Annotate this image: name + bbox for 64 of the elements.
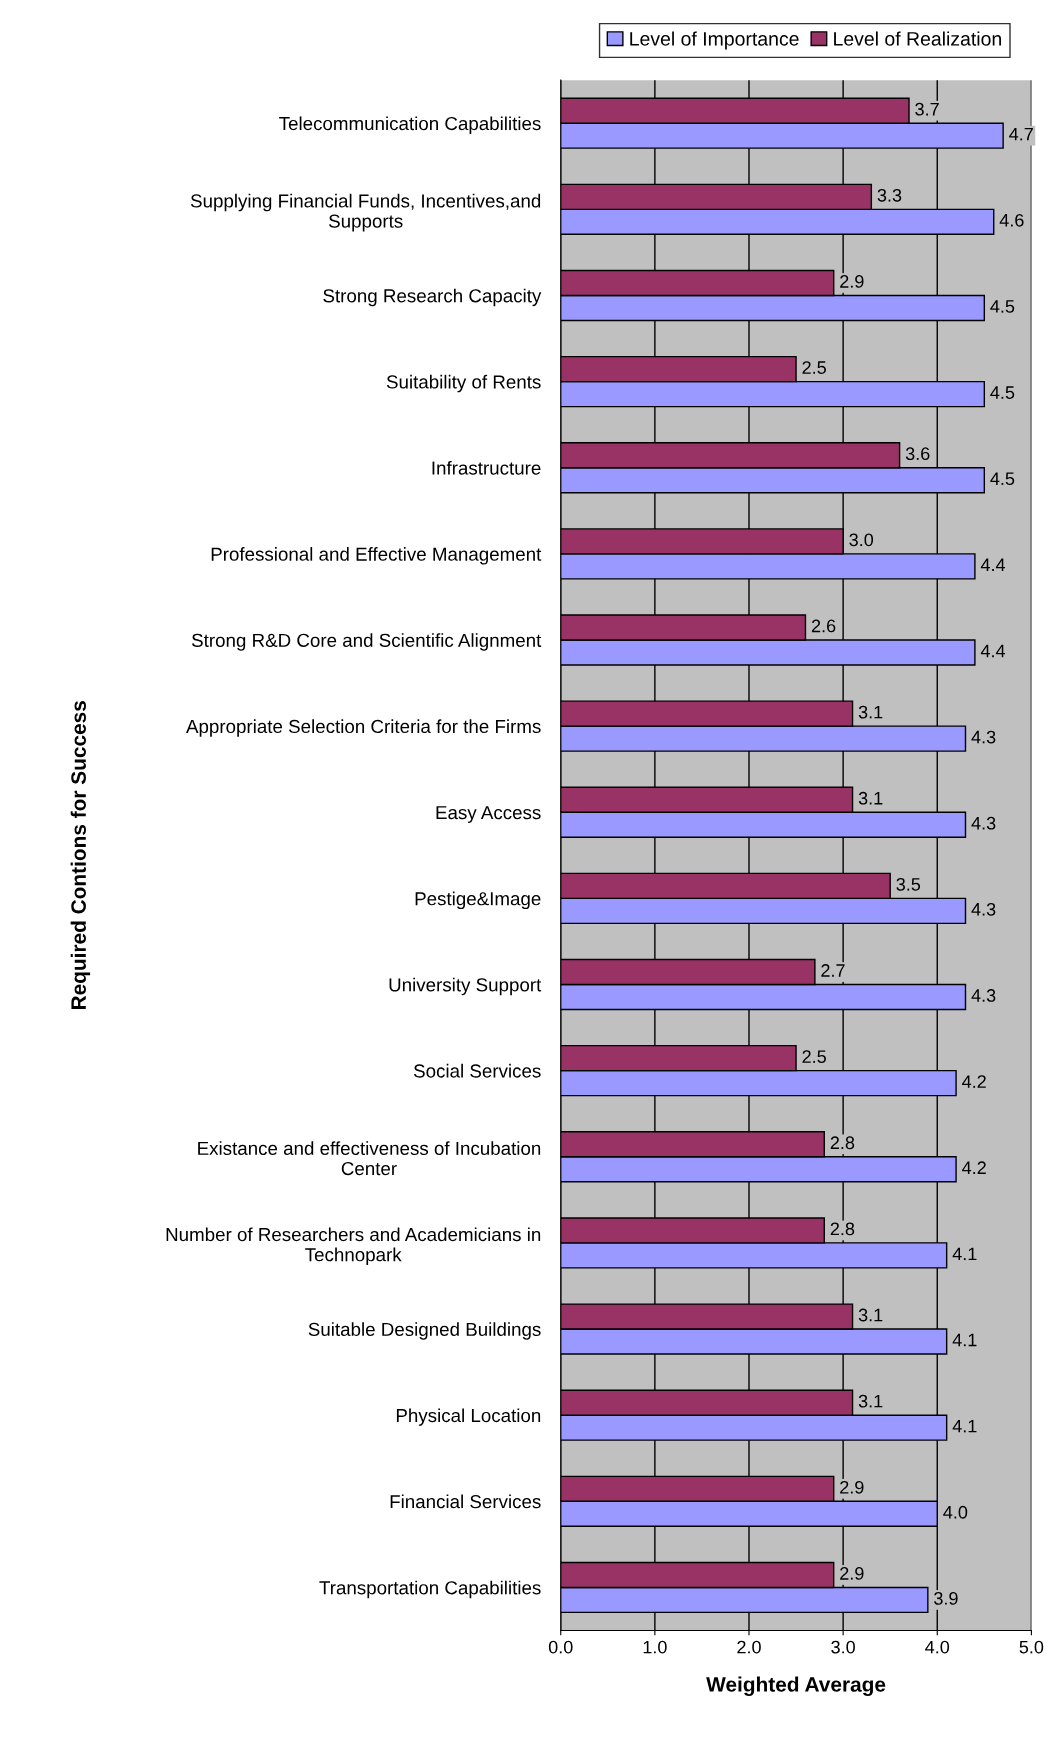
- data-label: 4.5: [990, 300, 1015, 313]
- data-label: 4.3: [971, 730, 996, 744]
- data-label: 4.3: [971, 816, 996, 830]
- y-tick-label: Easy Access: [436, 806, 541, 823]
- data-label: 4.7: [1009, 127, 1033, 141]
- y-axis-title: Required Contions for Success: [70, 701, 91, 1010]
- y-tick-label: Transportation Capabilities: [319, 1580, 541, 1599]
- x-axis-title: Weighted Average: [706, 1676, 886, 1697]
- y-tick-label: University Support: [389, 977, 542, 996]
- data-label: 4.1: [952, 1247, 977, 1261]
- data-label: 3.0: [849, 533, 874, 547]
- data-label: 4.3: [971, 989, 996, 1002]
- data-label: 4.5: [990, 472, 1015, 486]
- y-tick-label: Social Services: [413, 1063, 541, 1078]
- data-label: 3.1: [858, 1394, 883, 1408]
- data-label: 2.9: [840, 275, 864, 288]
- data-label: 4.2: [962, 1075, 986, 1088]
- y-tick-label: Professional and Effective Management: [211, 547, 542, 565]
- data-label: 2.8: [830, 1222, 855, 1236]
- data-label: 2.9: [840, 1567, 864, 1580]
- data-label: 3.1: [858, 705, 883, 719]
- y-tick-label: Financial Services: [390, 1494, 541, 1509]
- data-label: 3.3: [877, 188, 902, 202]
- y-tick-label: Infrastructure: [432, 460, 541, 475]
- y-tick-label: Suitable Designed Buildings: [308, 1322, 541, 1340]
- y-tick-label: Appropriate Selection Criteria for the Firms: [186, 719, 541, 737]
- data-label: 3.5: [896, 877, 921, 891]
- data-label: 3.7: [915, 102, 939, 116]
- data-label: 4.6: [999, 213, 1024, 227]
- data-label: 2.8: [830, 1136, 855, 1150]
- data-label: 4.2: [962, 1161, 986, 1174]
- data-label: 4.1: [952, 1333, 977, 1347]
- data-label: 4.5: [990, 386, 1015, 399]
- x-tick-label: 1.0: [643, 1640, 667, 1654]
- y-tick-label: Existance and effectiveness of Incubation Center: [198, 1141, 541, 1176]
- data-label: 4.3: [971, 902, 996, 916]
- y-tick-label: Pestige&Image: [415, 891, 541, 910]
- data-label: 3.6: [905, 447, 930, 461]
- data-label: 3.1: [858, 791, 883, 805]
- data-label: 4.4: [980, 644, 1006, 658]
- x-tick-label: 0.0: [548, 1640, 573, 1654]
- legend-label: Level of Importance: [630, 31, 799, 50]
- data-label: 4.4: [980, 558, 1006, 572]
- data-label: 3.9: [934, 1592, 958, 1605]
- data-label: 2.5: [802, 1050, 826, 1064]
- x-tick-label: 3.0: [831, 1640, 855, 1654]
- x-tick-label: 5.0: [1019, 1640, 1044, 1654]
- y-tick-label: Number of Researchers and Academicians in Technopark: [166, 1227, 541, 1266]
- y-tick-label: Suitability of Rents: [386, 374, 541, 393]
- data-label: 2.9: [840, 1480, 864, 1494]
- data-label: 2.5: [802, 361, 826, 374]
- y-tick-label: Supplying Financial Funds, Incentives,and Supports: [190, 193, 541, 232]
- data-label: 3.1: [858, 1308, 883, 1322]
- x-tick-label: 2.0: [737, 1640, 761, 1654]
- y-tick-label: Strong R&D Core and Scientific Alignment: [191, 633, 542, 651]
- data-label: 4.1: [952, 1419, 977, 1433]
- legend-label: Level of Realization: [834, 31, 1001, 46]
- data-label: 4.0: [943, 1505, 968, 1519]
- data-label: 2.7: [821, 964, 845, 977]
- y-tick-label: Telecommunication Capabilities: [279, 116, 541, 134]
- y-tick-label: Strong Research Capacity: [323, 288, 542, 307]
- y-tick-label: Physical Location: [396, 1408, 541, 1426]
- x-tick-label: 4.0: [925, 1640, 950, 1654]
- data-label: 2.6: [811, 619, 836, 633]
